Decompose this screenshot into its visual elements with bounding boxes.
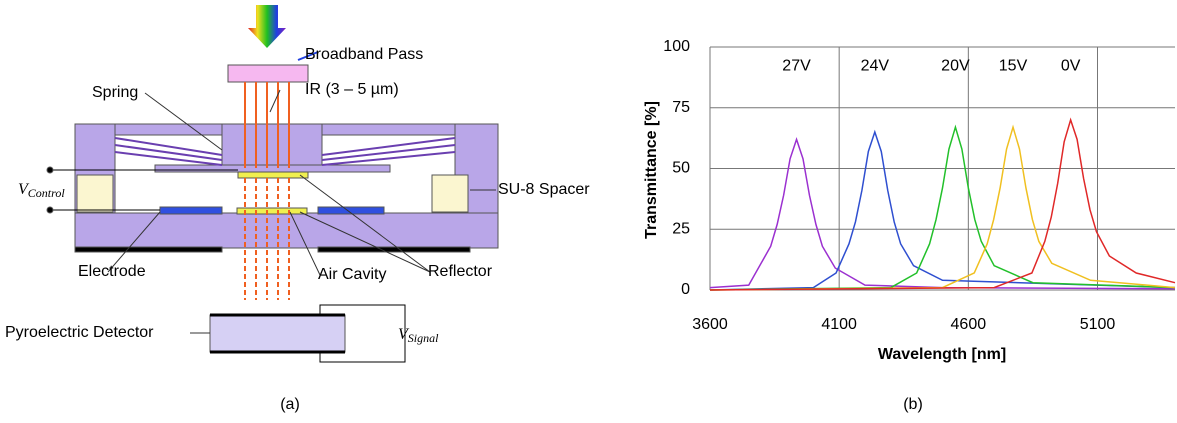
- pointer: [297, 51, 319, 61]
- series-label: 24V: [861, 58, 890, 75]
- y-tick-label: 50: [672, 160, 690, 177]
- diagram-labels: Broadband Pass IR (3 – 5 µm) Spring SU-8…: [5, 46, 923, 413]
- label: Pyroelectric Detector: [5, 324, 154, 341]
- contact-left: [74, 246, 223, 253]
- caption: (b): [903, 396, 923, 413]
- detector-electrodes: [210, 313, 345, 354]
- series-line: [709, 129, 1176, 291]
- ir-rays-dashed: [244, 178, 290, 300]
- membrane-base: [154, 164, 391, 173]
- wires: [50, 169, 238, 211]
- filter: [227, 64, 309, 83]
- label: SU-8 Spacer: [498, 181, 590, 198]
- series-label: 15V: [999, 58, 1028, 75]
- y-tick-label: 0: [681, 281, 690, 298]
- series-label: 20V: [941, 58, 970, 75]
- light-arrow: [248, 5, 286, 48]
- terminal: [46, 206, 54, 214]
- spring-lines: [114, 137, 456, 166]
- caption: (a): [280, 396, 300, 413]
- reflector-top: [237, 171, 309, 179]
- x-tick-label: 4100: [821, 316, 857, 333]
- signal-wires: [319, 304, 406, 363]
- x-tick-label: 4600: [951, 316, 987, 333]
- electrode-right: [317, 206, 385, 215]
- terminal: [46, 166, 54, 174]
- series-line: [709, 124, 1176, 291]
- y-axis-label: Transmittance [%]: [643, 101, 660, 239]
- leader-lines: [107, 89, 496, 334]
- contact-right: [317, 246, 471, 253]
- reflector-bottom: [236, 207, 308, 215]
- label: Reflector: [428, 263, 493, 280]
- label: IR (3 – 5 µm): [305, 81, 399, 98]
- spacer-left: [76, 174, 114, 213]
- y-tick-label: 100: [663, 38, 690, 55]
- detector-body: [209, 314, 346, 353]
- label: Air Cavity: [318, 266, 386, 283]
- label: Broadband Pass: [305, 46, 423, 63]
- label: Electrode: [78, 263, 146, 280]
- x-tick-label: 5100: [1080, 316, 1116, 333]
- v-signal: VSignal: [398, 326, 439, 345]
- series-label: 0V: [1061, 58, 1081, 75]
- series-line: [709, 136, 1176, 290]
- y-tick-label: 25: [672, 220, 690, 237]
- electrode-left: [159, 206, 223, 215]
- label: Spring: [92, 84, 138, 101]
- y-tick-label: 75: [672, 99, 690, 116]
- spacer-right: [431, 174, 469, 213]
- membrane: [221, 123, 323, 167]
- series-line: [709, 124, 1176, 291]
- series-line: [709, 117, 1176, 291]
- diagram: [46, 5, 499, 363]
- x-axis-label: Wavelength [nm]: [878, 346, 1006, 363]
- v-control: VControl: [18, 181, 65, 200]
- series-label: 27V: [782, 58, 811, 75]
- bottom-plate: [74, 212, 499, 249]
- ir-rays: [244, 82, 290, 168]
- x-tick-label: 3600: [692, 316, 728, 333]
